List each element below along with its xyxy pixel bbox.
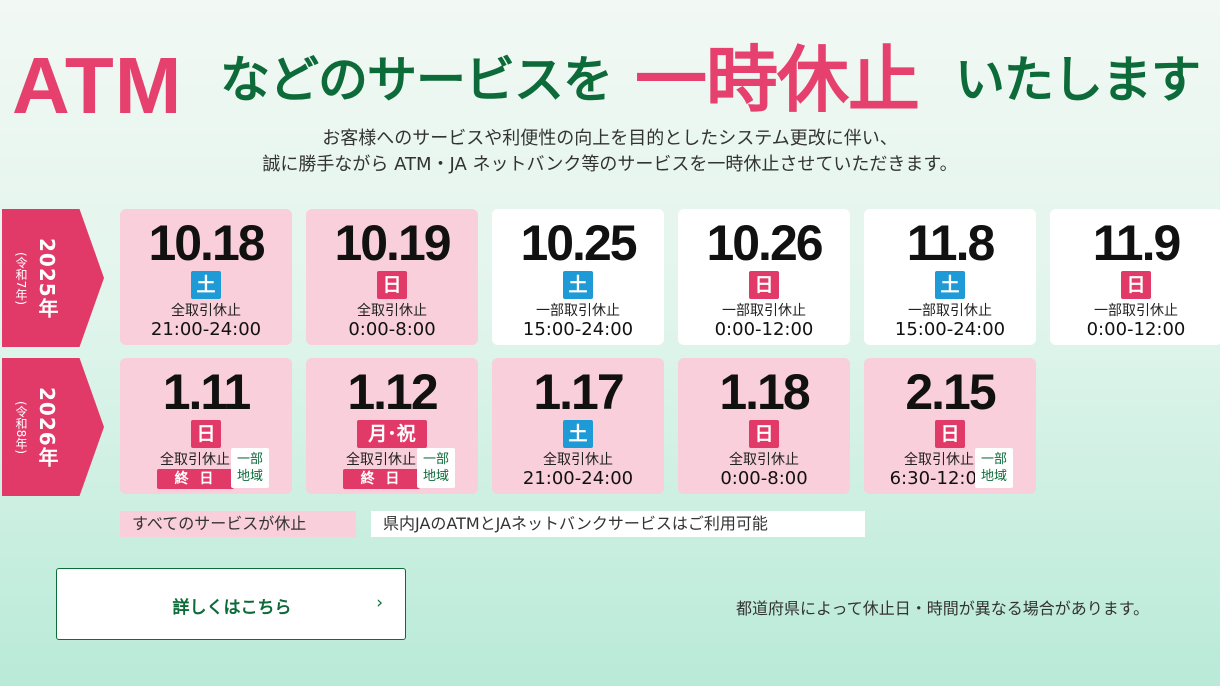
card-time: 0:00-12:00 (1086, 319, 1186, 340)
card-date: 1.11 (162, 364, 252, 420)
region-badge: 一部 地域 (231, 448, 269, 488)
card-time: 15:00-24:00 (522, 319, 634, 340)
card-time: 0:00-12:00 (714, 319, 814, 340)
day-badge: 土 (191, 271, 221, 299)
card-kind: 一部取引休止 (536, 303, 620, 319)
details-button-label: 詳しくはこちら (172, 598, 292, 618)
schedule-card: 1.11 日 全取引休止 終 日 一部 地域 (120, 358, 292, 494)
card-time: 6:30-12:00 (889, 468, 989, 489)
schedule-card: 1.17 土 全取引休止 21:00-24:00 (492, 358, 664, 494)
headline-services-text: などのサービスを (220, 51, 613, 109)
headline-suspension: 一時休止 (635, 38, 920, 122)
subtitle-line-1: お客様へのサービスや利便性の向上を目的としたシステム更改に伴い、 (322, 128, 898, 149)
headline-ending: いたします (955, 51, 1201, 109)
day-badge: 日 (935, 420, 965, 448)
card-time: 0:00-8:00 (720, 468, 808, 489)
details-button[interactable]: 詳しくはこちら › (56, 568, 406, 640)
subtitle: お客様へのサービスや利便性の向上を目的としたシステム更改に伴い、 誠に勝手ながら… (110, 126, 1110, 178)
card-kind: 全取引休止 (171, 303, 241, 319)
day-badge: 日 (1121, 271, 1151, 299)
card-time: 0:00-8:00 (348, 319, 436, 340)
card-date: 10.19 (334, 215, 451, 271)
card-date: 11.9 (1092, 215, 1182, 271)
card-kind: 一部取引休止 (722, 303, 806, 319)
schedule-card: 10.25 土 一部取引休止 15:00-24:00 (492, 209, 664, 345)
card-kind: 一部取引休止 (1094, 303, 1178, 319)
schedule-card: 1.12 月･祝 全取引休止 終 日 一部 地域 (306, 358, 478, 494)
all-day-badge: 終 日 (157, 469, 234, 489)
card-kind: 全取引休止 (346, 452, 416, 468)
subtitle-line-2: 誠に勝手ながら ATM・JA ネットバンク等のサービスを一時休止させていただきま… (262, 154, 958, 175)
day-badge: 日 (191, 420, 221, 448)
card-date: 1.18 (719, 364, 810, 420)
card-kind: 一部取引休止 (908, 303, 992, 319)
card-kind: 全取引休止 (357, 303, 427, 319)
day-badge: 土 (935, 271, 965, 299)
card-date: 2.15 (905, 364, 996, 420)
card-date: 10.18 (148, 215, 265, 271)
card-date: 1.12 (347, 364, 438, 420)
year-era-label: (令和7年) (14, 251, 28, 305)
card-kind: 全取引休止 (904, 452, 974, 468)
headline: ATM などのサービスを 一時休止 いたします (0, 34, 1220, 124)
region-badge: 一部 地域 (975, 448, 1013, 488)
legend-partial-suspension: 県内JAのATMとJAネットバンクサービスはご利用可能 (371, 511, 865, 537)
schedule-card: 1.18 日 全取引休止 0:00-8:00 (678, 358, 850, 494)
year-tab-2025: (令和7年) 2025年 (2, 209, 104, 347)
legend-full-suspension: すべてのサービスが休止 (120, 511, 356, 537)
card-kind: 全取引休止 (729, 452, 799, 468)
card-date: 10.26 (706, 215, 823, 271)
card-date: 11.8 (906, 215, 996, 271)
schedule-card: 11.9 日 一部取引休止 0:00-12:00 (1050, 209, 1220, 345)
day-badge: 月･祝 (357, 420, 427, 448)
schedule-card: 10.26 日 一部取引休止 0:00-12:00 (678, 209, 850, 345)
year-era-label: (令和8年) (14, 400, 28, 454)
day-badge: 日 (749, 271, 779, 299)
region-badge: 一部 地域 (417, 448, 455, 488)
day-badge: 土 (563, 420, 593, 448)
region-badge-text: 一部 地域 (236, 452, 263, 484)
year-label: 2025年 (35, 237, 59, 319)
schedule-card: 10.19 日 全取引休止 0:00-8:00 (306, 209, 478, 345)
regional-note: 都道府県によって休止日・時間が異なる場合があります。 (736, 599, 1150, 618)
all-day-badge: 終 日 (343, 469, 420, 489)
day-badge: 土 (563, 271, 593, 299)
day-badge: 日 (749, 420, 779, 448)
year-label: 2026年 (35, 386, 59, 468)
card-time: 21:00-24:00 (522, 468, 634, 489)
card-time: 15:00-24:00 (894, 319, 1006, 340)
year-tab-2026: (令和8年) 2026年 (2, 358, 104, 496)
region-badge-text: 一部 地域 (980, 452, 1007, 484)
card-time: 21:00-24:00 (150, 319, 262, 340)
schedule-card: 10.18 土 全取引休止 21:00-24:00 (120, 209, 292, 345)
schedule-card: 11.8 土 一部取引休止 15:00-24:00 (864, 209, 1036, 345)
card-date: 1.17 (533, 364, 624, 420)
card-kind: 全取引休止 (160, 452, 230, 468)
schedule-card: 2.15 日 全取引休止 6:30-12:00 一部 地域 (864, 358, 1036, 494)
headline-atm: ATM (12, 41, 183, 125)
region-badge-text: 一部 地域 (422, 452, 449, 484)
chevron-right-icon: › (376, 593, 383, 613)
day-badge: 日 (377, 271, 407, 299)
card-kind: 全取引休止 (543, 452, 613, 468)
card-date: 10.25 (520, 215, 637, 271)
